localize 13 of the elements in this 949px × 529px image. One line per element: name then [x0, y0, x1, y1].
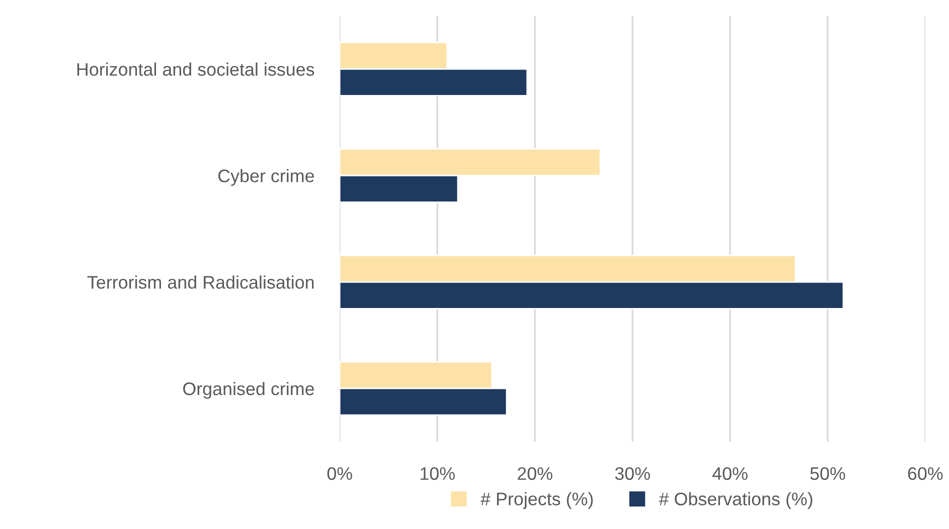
- y-tick-label: Cyber crime: [218, 169, 314, 186]
- x-tick-label: 60%: [908, 467, 943, 480]
- y-tick-label: Organised crime: [183, 382, 314, 399]
- x-tick-label: 50%: [810, 467, 846, 480]
- x-tick-label: 20%: [518, 467, 552, 480]
- x-tick-label: 0%: [327, 467, 352, 480]
- legend-label: # Observations (%): [658, 492, 812, 509]
- y-tick-label: Horizontal and societal issues: [77, 62, 314, 76]
- x-tick-label: 30%: [615, 467, 650, 480]
- x-tick-label: 10%: [420, 467, 455, 480]
- legend-label: # Projects (%): [480, 492, 593, 509]
- y-tick-label: Terrorism and Radicalisation: [87, 275, 314, 289]
- x-tick-label: 40%: [712, 467, 748, 480]
